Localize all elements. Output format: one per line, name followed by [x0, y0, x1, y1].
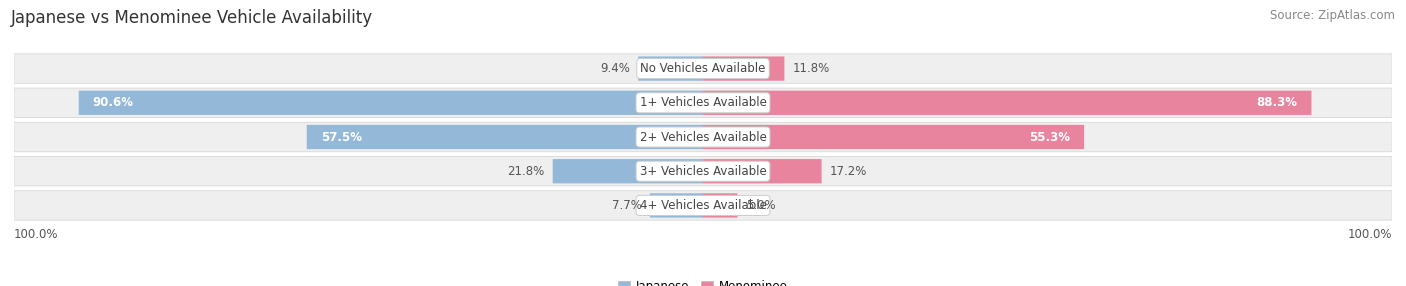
- FancyBboxPatch shape: [14, 54, 1392, 83]
- Text: 100.0%: 100.0%: [1347, 228, 1392, 241]
- Text: 3+ Vehicles Available: 3+ Vehicles Available: [640, 165, 766, 178]
- FancyBboxPatch shape: [14, 191, 1392, 220]
- Text: 9.4%: 9.4%: [600, 62, 630, 75]
- Text: 2+ Vehicles Available: 2+ Vehicles Available: [640, 130, 766, 144]
- FancyBboxPatch shape: [703, 193, 738, 218]
- FancyBboxPatch shape: [638, 56, 703, 81]
- Legend: Japanese, Menominee: Japanese, Menominee: [613, 276, 793, 286]
- FancyBboxPatch shape: [14, 156, 1392, 186]
- Text: 17.2%: 17.2%: [830, 165, 868, 178]
- FancyBboxPatch shape: [307, 125, 703, 149]
- FancyBboxPatch shape: [14, 88, 1392, 118]
- Text: 88.3%: 88.3%: [1257, 96, 1298, 109]
- FancyBboxPatch shape: [79, 91, 703, 115]
- Text: 90.6%: 90.6%: [93, 96, 134, 109]
- Text: No Vehicles Available: No Vehicles Available: [640, 62, 766, 75]
- FancyBboxPatch shape: [703, 56, 785, 81]
- FancyBboxPatch shape: [703, 159, 821, 183]
- FancyBboxPatch shape: [703, 91, 1312, 115]
- Text: Source: ZipAtlas.com: Source: ZipAtlas.com: [1270, 9, 1395, 21]
- Text: Japanese vs Menominee Vehicle Availability: Japanese vs Menominee Vehicle Availabili…: [11, 9, 374, 27]
- FancyBboxPatch shape: [553, 159, 703, 183]
- FancyBboxPatch shape: [703, 125, 1084, 149]
- Text: 57.5%: 57.5%: [321, 130, 361, 144]
- Text: 5.0%: 5.0%: [745, 199, 775, 212]
- Text: 11.8%: 11.8%: [793, 62, 830, 75]
- Text: 55.3%: 55.3%: [1029, 130, 1070, 144]
- FancyBboxPatch shape: [14, 122, 1392, 152]
- Text: 100.0%: 100.0%: [14, 228, 59, 241]
- FancyBboxPatch shape: [650, 193, 703, 218]
- Text: 1+ Vehicles Available: 1+ Vehicles Available: [640, 96, 766, 109]
- Text: 7.7%: 7.7%: [612, 199, 641, 212]
- Text: 21.8%: 21.8%: [508, 165, 544, 178]
- Text: 4+ Vehicles Available: 4+ Vehicles Available: [640, 199, 766, 212]
